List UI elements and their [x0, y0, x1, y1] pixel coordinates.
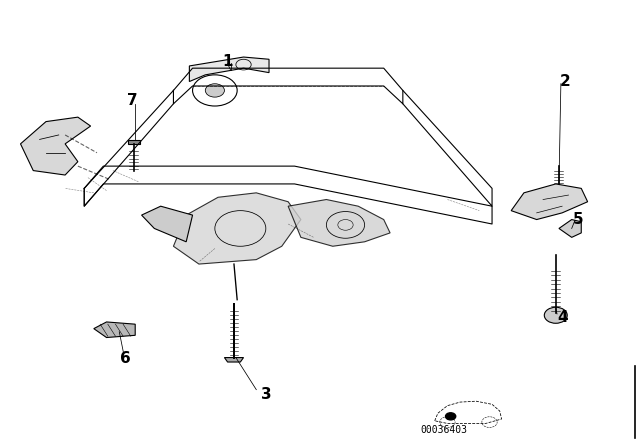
Polygon shape: [127, 140, 140, 144]
Polygon shape: [511, 184, 588, 220]
Polygon shape: [559, 220, 581, 237]
Polygon shape: [173, 193, 301, 264]
Circle shape: [544, 307, 567, 323]
Text: 6: 6: [120, 351, 131, 366]
Polygon shape: [141, 206, 193, 242]
Text: 4: 4: [557, 310, 568, 325]
Text: 7: 7: [127, 93, 138, 108]
Text: 1: 1: [222, 54, 233, 69]
Polygon shape: [94, 322, 135, 337]
Circle shape: [205, 84, 225, 97]
Text: 3: 3: [260, 387, 271, 401]
Polygon shape: [288, 199, 390, 246]
Polygon shape: [225, 358, 244, 362]
Circle shape: [445, 413, 456, 420]
Text: 5: 5: [573, 212, 584, 227]
Polygon shape: [189, 57, 269, 82]
Polygon shape: [20, 117, 91, 175]
Text: 2: 2: [560, 74, 571, 89]
Text: 00036403: 00036403: [420, 425, 468, 435]
